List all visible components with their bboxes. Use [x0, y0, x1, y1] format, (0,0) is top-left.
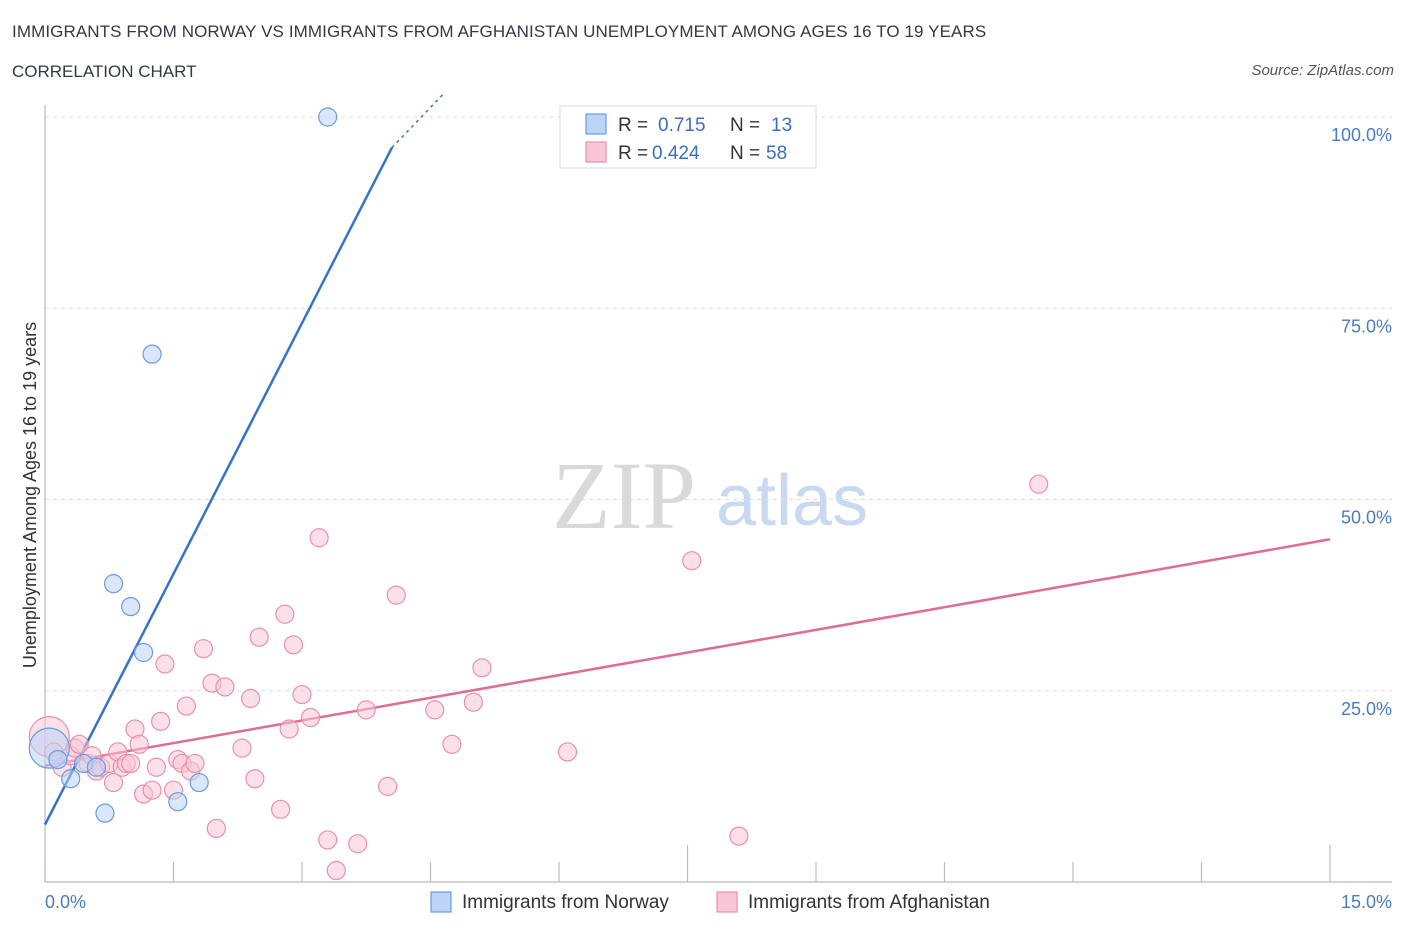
afghanistan-point-22: [155, 654, 175, 674]
y-tick-label-75: 75.0%: [1341, 316, 1392, 336]
watermark-zip: ZIP: [552, 442, 696, 549]
norway-point-2: [61, 769, 81, 789]
afghanistan-point-29: [193, 639, 214, 659]
afghanistan-point-57: [1029, 474, 1049, 494]
trend-lines: [43, 93, 1331, 826]
afghanistan-point-20: [146, 757, 166, 777]
afghanistan-trend-line: [44, 538, 1331, 767]
norway-point-5: [95, 803, 115, 823]
norway-swatch: [585, 113, 607, 135]
afghanistan-point-32: [215, 677, 235, 697]
norway-point-7: [121, 596, 141, 617]
series-legend: Immigrants from Norway Immigrants from A…: [430, 891, 990, 913]
afghanistan-point-56: [729, 826, 749, 846]
source-credit: Source: ZipAtlas.com: [1251, 62, 1394, 79]
correlation-legend: R = 0.715 N = 13 R = 0.424 N = 58: [559, 105, 817, 169]
afghanistan-point-55: [682, 551, 702, 571]
x-tick-label-max: 15.0%: [1341, 892, 1392, 912]
afghanistan-point-28: [185, 753, 205, 774]
norway-point-12: [318, 107, 338, 127]
norway-n-value: 13: [771, 115, 792, 136]
norway-point-8: [133, 642, 154, 663]
afghan-swatch: [585, 141, 607, 163]
x-tick-labels: 0.0% 15.0%: [45, 892, 1392, 912]
afghan-n-value: 58: [766, 143, 787, 164]
norway-point-9: [142, 344, 162, 364]
afghanistan-point-45: [326, 860, 346, 881]
afghan-r-label: R =: [618, 143, 648, 164]
afghanistan-point-39: [279, 719, 299, 739]
watermark-atlas: atlas: [716, 461, 868, 541]
watermark: ZIP atlas: [552, 442, 868, 549]
chart-title: IMMIGRANTS FROM NORWAY VS IMMIGRANTS FRO…: [12, 22, 987, 41]
afghanistan-point-42: [300, 707, 321, 728]
gridlines: [45, 116, 1392, 692]
afghanistan-point-33: [232, 738, 252, 758]
afghanistan-point-52: [463, 692, 483, 712]
afghanistan-point-40: [283, 635, 304, 655]
norway-trend-extension: [391, 93, 444, 149]
legend-norway-swatch: [430, 891, 452, 913]
afghanistan-point-5: [69, 734, 89, 754]
afghanistan-point-15: [121, 753, 141, 774]
afghanistan-point-53: [472, 658, 492, 678]
x-tick-label-min: 0.0%: [45, 892, 86, 912]
afghanistan-points: [28, 474, 1049, 881]
y-tick-label-100: 100.0%: [1331, 125, 1392, 145]
chart-subtitle: CORRELATION CHART: [12, 62, 197, 81]
norway-r-label: R =: [618, 115, 648, 136]
y-tick-label-50: 50.0%: [1341, 508, 1392, 528]
legend-afghan-label: Immigrants from Afghanistan: [748, 892, 990, 913]
afghanistan-point-46: [348, 834, 368, 854]
norway-point-6: [103, 574, 124, 594]
afghanistan-point-38: [275, 604, 295, 624]
afghanistan-point-17: [129, 734, 149, 754]
afghanistan-point-41: [292, 684, 312, 705]
norway-point-10: [168, 792, 188, 812]
afghanistan-point-47: [356, 700, 376, 720]
afghanistan-point-19: [142, 780, 162, 800]
afghanistan-point-43: [309, 528, 329, 548]
y-tick-label-25: 25.0%: [1341, 699, 1392, 719]
afghan-r-value: 0.424: [652, 143, 700, 164]
afghanistan-point-21: [151, 711, 171, 731]
norway-point-11: [189, 772, 209, 793]
norway-points: [28, 107, 338, 823]
afghanistan-point-35: [245, 769, 265, 789]
afghanistan-point-54: [557, 742, 578, 762]
afghanistan-point-48: [378, 776, 398, 796]
norway-n-label: N =: [730, 115, 760, 136]
norway-point-1: [48, 749, 68, 770]
afghanistan-point-11: [103, 772, 124, 793]
afghanistan-point-34: [241, 688, 261, 709]
afghan-n-label: N =: [730, 143, 760, 164]
afghanistan-point-31: [206, 818, 226, 839]
legend-norway-label: Immigrants from Norway: [462, 892, 669, 913]
afghanistan-point-44: [318, 830, 338, 850]
afghanistan-point-26: [176, 696, 196, 716]
afghanistan-point-50: [425, 700, 445, 720]
y-axis-title: Unemployment Among Ages 16 to 19 years: [20, 322, 40, 668]
afghanistan-point-49: [386, 585, 406, 605]
norway-trend-line: [43, 147, 394, 826]
legend-afghan-swatch: [716, 891, 738, 913]
afghanistan-point-36: [249, 627, 269, 647]
norway-point-4: [86, 757, 107, 777]
norway-r-value: 0.715: [658, 115, 706, 136]
afghanistan-point-37: [270, 799, 291, 819]
afghanistan-point-51: [442, 734, 462, 754]
y-tick-labels: 100.0% 75.0% 50.0% 25.0%: [1331, 125, 1392, 719]
